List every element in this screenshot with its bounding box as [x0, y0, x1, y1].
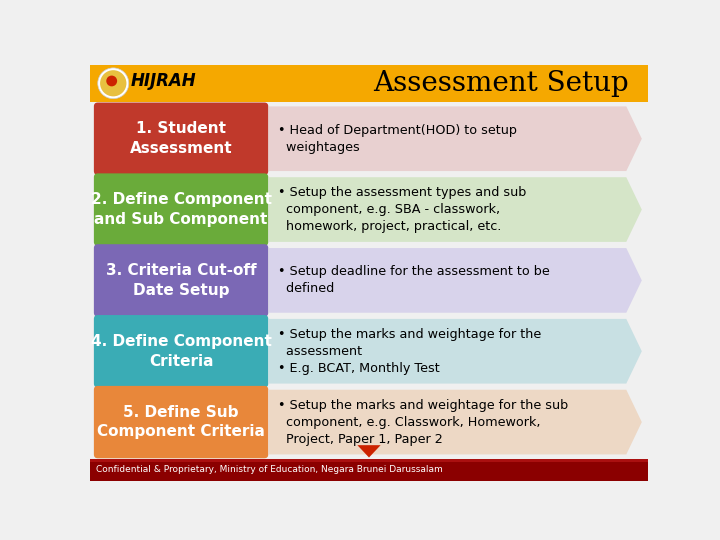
- Text: 5. Define Sub
Component Criteria: 5. Define Sub Component Criteria: [97, 404, 265, 440]
- Text: • Head of Department(HOD) to setup
  weightages: • Head of Department(HOD) to setup weigh…: [279, 124, 518, 154]
- Text: • Setup the marks and weightage for the sub
  component, e.g. Classwork, Homewor: • Setup the marks and weightage for the …: [279, 399, 569, 445]
- Circle shape: [107, 76, 117, 86]
- Text: 3. Criteria Cut-off
Date Setup: 3. Criteria Cut-off Date Setup: [106, 263, 256, 298]
- FancyBboxPatch shape: [94, 386, 269, 458]
- Bar: [90, 459, 648, 481]
- Polygon shape: [357, 445, 381, 457]
- Circle shape: [100, 70, 127, 96]
- Polygon shape: [269, 390, 642, 455]
- Text: 2. Define Component
and Sub Component: 2. Define Component and Sub Component: [91, 192, 271, 227]
- Bar: [90, 65, 648, 102]
- Text: • Setup the marks and weightage for the
  assessment
• E.g. BCAT, Monthly Test: • Setup the marks and weightage for the …: [279, 328, 541, 375]
- FancyBboxPatch shape: [94, 315, 269, 387]
- Text: Confidential & Proprietary, Ministry of Education, Negara Brunei Darussalam: Confidential & Proprietary, Ministry of …: [96, 465, 443, 474]
- Text: • Setup the assessment types and sub
  component, e.g. SBA - classwork,
  homewo: • Setup the assessment types and sub com…: [279, 186, 527, 233]
- Polygon shape: [269, 248, 642, 313]
- Bar: [90, 459, 648, 462]
- FancyBboxPatch shape: [94, 244, 269, 316]
- Text: ™: ™: [171, 72, 180, 82]
- FancyBboxPatch shape: [94, 173, 269, 246]
- Text: Assessment Setup: Assessment Setup: [373, 70, 629, 97]
- Text: 1. Student
Assessment: 1. Student Assessment: [130, 122, 233, 156]
- Text: 4. Define Component
Criteria: 4. Define Component Criteria: [91, 334, 271, 369]
- Text: HIJRAH: HIJRAH: [131, 72, 197, 90]
- Text: • Setup deadline for the assessment to be
  defined: • Setup deadline for the assessment to b…: [279, 265, 550, 295]
- Polygon shape: [269, 106, 642, 171]
- Polygon shape: [269, 177, 642, 242]
- Polygon shape: [269, 319, 642, 383]
- FancyBboxPatch shape: [94, 103, 269, 175]
- Circle shape: [98, 68, 129, 99]
